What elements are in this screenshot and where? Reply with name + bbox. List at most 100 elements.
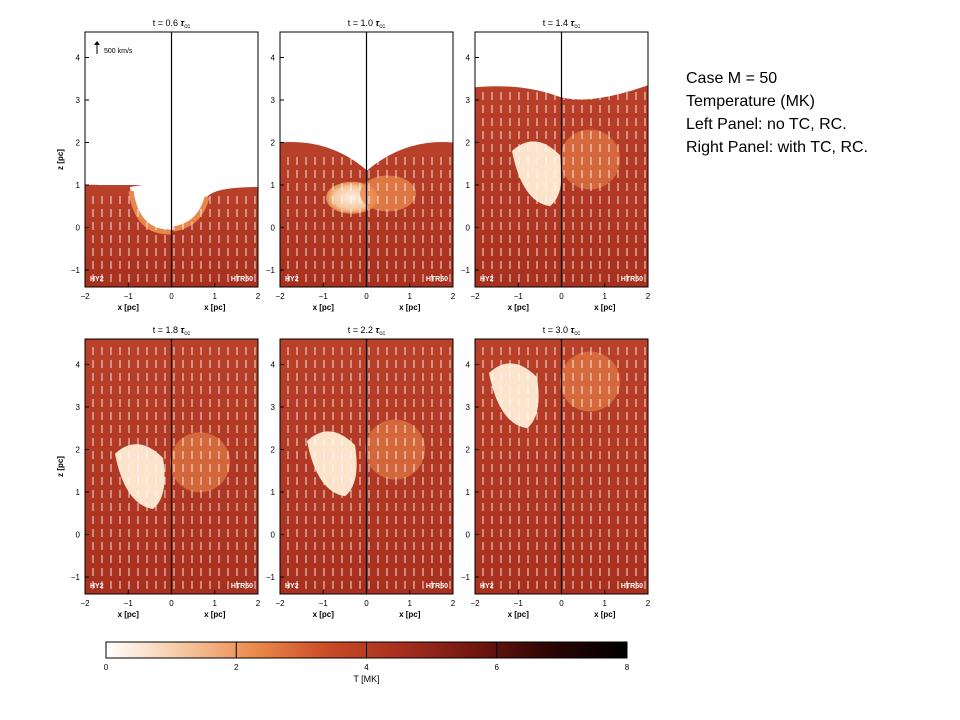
y-tick-label: −1 — [461, 573, 471, 582]
y-tick-label: 3 — [271, 403, 276, 412]
panel-time-title: t = 0.6 τcc — [153, 18, 190, 30]
simulation-panel: t = 3.0 τcc HY2 HTR50 −2 −1 0 1 2 x [pc] x [pc] −1… — [461, 325, 651, 619]
x-tick-label: 2 — [256, 599, 261, 608]
colorbar-tick-label: 4 — [364, 663, 369, 672]
y-tick-label: 1 — [466, 181, 471, 190]
y-tick-label: 3 — [76, 403, 81, 412]
x-tick-label: 1 — [603, 292, 608, 301]
y-tick-label: 0 — [76, 224, 81, 233]
x-tick-label: 1 — [213, 292, 218, 301]
y-tick-label: 3 — [76, 96, 81, 105]
colorbar-label: T [MK] — [353, 674, 379, 684]
time-unit: τ — [376, 18, 381, 28]
y-tick-label: −1 — [266, 573, 276, 582]
x-tick-label: −2 — [275, 599, 285, 608]
time-unit: τ — [571, 325, 576, 335]
velocity-field — [287, 347, 451, 589]
x-axis-label: x [pc] — [204, 610, 226, 619]
y-tick-label: −1 — [461, 266, 471, 275]
velocity-field — [482, 92, 646, 282]
y-tick-label: 1 — [76, 488, 81, 497]
x-axis-label: x [pc] — [313, 610, 335, 619]
y-tick-label: 2 — [466, 446, 471, 455]
y-tick-label: 0 — [76, 531, 81, 540]
y-tick-label: 2 — [271, 446, 276, 455]
left-model-label: HY2 — [285, 583, 299, 590]
x-tick-label: 0 — [169, 292, 174, 301]
x-tick-label: −1 — [514, 599, 524, 608]
y-tick-label: 1 — [271, 488, 276, 497]
scale-arrow-label: 500 km/s — [104, 48, 133, 55]
time-unit-sub: cc — [379, 24, 385, 30]
conductive-halo — [170, 432, 230, 493]
y-tick-label: 3 — [271, 96, 276, 105]
y-tick-label: 4 — [466, 54, 471, 63]
x-tick-label: −2 — [470, 599, 480, 608]
y-tick-label: 1 — [271, 181, 276, 190]
x-tick-label: −2 — [80, 292, 90, 301]
caption-line-right-panel: Right Panel: with TC, RC. — [686, 139, 868, 156]
y-tick-label: 2 — [271, 139, 276, 148]
panel-time-title: t = 1.0 τcc — [348, 18, 385, 30]
y-tick-label: 0 — [271, 224, 276, 233]
velocity-field — [482, 347, 646, 589]
x-axis-label: x [pc] — [399, 610, 421, 619]
x-axis-label: x [pc] — [118, 303, 140, 312]
panel-time-title: t = 2.2 τcc — [348, 325, 385, 337]
x-tick-label: 1 — [603, 599, 608, 608]
x-tick-label: 0 — [559, 292, 564, 301]
x-tick-label: 0 — [169, 599, 174, 608]
cloud-conductive — [360, 175, 416, 212]
right-model-label: HTR50 — [426, 583, 448, 590]
panel-time-title: t = 1.4 τcc — [543, 18, 580, 30]
y-tick-label: 4 — [466, 361, 471, 370]
colorbar-tick-label: 8 — [625, 663, 630, 672]
y-tick-label: −1 — [71, 573, 81, 582]
time-unit: τ — [571, 18, 576, 28]
x-axis-label: x [pc] — [508, 610, 530, 619]
x-axis-label: x [pc] — [399, 303, 421, 312]
panel-image — [280, 32, 453, 287]
y-axis-label: z [pc] — [56, 456, 65, 477]
y-tick-label: 0 — [466, 224, 471, 233]
right-model-label: HTR50 — [231, 276, 253, 283]
x-axis-label: x [pc] — [508, 303, 530, 312]
simulation-panel: t = 1.4 τcc HY2 HTR50 −2 −1 0 1 2 x [pc] x [pc] −1… — [461, 18, 651, 312]
x-axis-label: x [pc] — [204, 303, 226, 312]
caption-line-case: Case M = 50 — [686, 70, 778, 87]
y-tick-label: 3 — [466, 403, 471, 412]
time-unit: τ — [376, 325, 381, 335]
x-tick-label: 2 — [451, 599, 456, 608]
x-tick-label: 2 — [451, 292, 456, 301]
time-unit-sub: cc — [184, 331, 190, 337]
y-tick-label: −1 — [266, 266, 276, 275]
x-tick-label: −2 — [275, 292, 285, 301]
simulation-panel: t = 1.8 τcc HY2 HTR50 −2 −1 0 1 2 x [pc] x [pc] −1… — [56, 325, 261, 619]
y-tick-label: 1 — [466, 488, 471, 497]
x-tick-label: −1 — [514, 292, 524, 301]
x-tick-label: −1 — [124, 292, 134, 301]
y-tick-label: 0 — [466, 531, 471, 540]
panel-time-title: t = 1.8 τcc — [153, 325, 190, 337]
x-tick-label: −2 — [470, 292, 480, 301]
y-tick-label: 4 — [271, 361, 276, 370]
left-model-label: HY2 — [90, 276, 104, 283]
y-tick-label: 4 — [76, 54, 81, 63]
simulation-panel: t = 2.2 τcc HY2 HTR50 −2 −1 0 1 2 x [pc] x [pc] −1… — [266, 325, 456, 619]
x-tick-label: 0 — [559, 599, 564, 608]
left-model-label: HY2 — [480, 583, 494, 590]
velocity-field — [92, 347, 256, 589]
left-model-label: HY2 — [480, 276, 494, 283]
x-tick-label: 1 — [408, 599, 413, 608]
caption-line-quantity: Temperature (MK) — [686, 93, 815, 110]
x-tick-label: −1 — [319, 599, 329, 608]
x-tick-label: 2 — [256, 292, 261, 301]
colorbar: 0 2 4 6 8 T [MK] — [104, 641, 630, 684]
time-unit-sub: cc — [379, 331, 385, 337]
x-tick-label: 2 — [646, 599, 651, 608]
caption-line-left-panel: Left Panel: no TC, RC. — [686, 116, 847, 133]
scale-arrow-head — [94, 41, 100, 45]
cloud-cavity — [130, 180, 172, 234]
colorbar-tick-label: 2 — [234, 663, 239, 672]
